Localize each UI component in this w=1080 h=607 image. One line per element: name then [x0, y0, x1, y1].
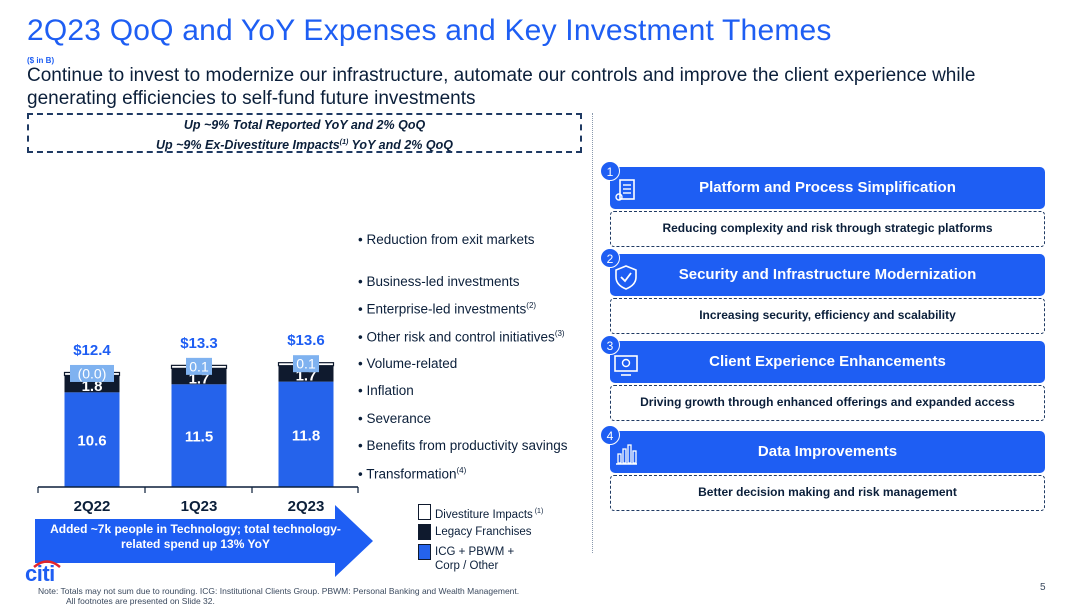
- page-subtitle: Continue to invest to modernize our infr…: [27, 65, 976, 109]
- expense-driver-item: • Other risk and control initiatives(3): [358, 329, 565, 345]
- bar-segment-legacy: [278, 365, 334, 382]
- callout-line-2: Up ~9% Ex-Divestiture Impacts(1) YoY and…: [29, 134, 580, 154]
- bar-total-label: $13.6: [287, 332, 325, 349]
- callout-line-2-text: Up ~9% Ex-Divestiture Impacts: [156, 138, 340, 153]
- driver-footnote: (4): [456, 466, 467, 475]
- bar-value-label: 1.8: [82, 378, 103, 395]
- theme-description: Reducing complexity and risk through str…: [610, 211, 1045, 247]
- bar-segment-legacy: [171, 368, 227, 385]
- bar-segment-icg-pbwm: [64, 392, 120, 487]
- divestiture-value-label: 0.1: [296, 356, 316, 372]
- driver-text: • Reduction from exit markets: [358, 232, 535, 247]
- theme-description: Increasing security, efficiency and scal…: [610, 298, 1045, 334]
- legend-label: Divestiture Impacts (1): [435, 508, 544, 521]
- theme-number-badge: 1: [600, 161, 620, 181]
- theme-title: Platform and Process Simplification: [699, 179, 956, 196]
- divestiture-tag: [70, 364, 114, 382]
- driver-text: • Business-led investments: [358, 274, 520, 289]
- callout-line-1: Up ~9% Total Reported YoY and 2% QoQ: [183, 118, 426, 132]
- expense-driver-item: • Severance: [358, 411, 431, 426]
- bar-total-label: $12.4: [73, 342, 111, 359]
- driver-text: • Volume-related: [358, 356, 458, 371]
- x-axis-tick-label: 2Q23: [288, 498, 325, 515]
- theme-title: Client Experience Enhancements: [709, 353, 946, 370]
- citi-logo: citi: [25, 561, 55, 586]
- callout-line-2-tail: YoY and 2% QoQ: [348, 138, 453, 153]
- bar-chart-icon: [616, 444, 637, 465]
- driver-text: • Enterprise-led investments: [358, 301, 527, 317]
- arrow-shape: [35, 505, 373, 577]
- page-title: 2Q23 QoQ and YoY Expenses and Key Invest…: [27, 14, 832, 47]
- divestiture-value-label: (0.0): [78, 365, 107, 381]
- driver-text: • Severance: [358, 411, 432, 426]
- bar-value-label: 11.8: [292, 427, 320, 444]
- theme-number-badge: 3: [600, 335, 620, 355]
- bar-total-label: $13.3: [180, 335, 218, 352]
- expense-stacked-bar-chart: 10.61.8(0.0)$12.42Q2211.51.70.1$13.31Q23…: [37, 332, 359, 515]
- legend-swatch: [418, 544, 431, 560]
- driver-footnote: (3): [554, 329, 565, 338]
- divestiture-value-label: 0.1: [189, 358, 209, 374]
- theme-title-bar: Data Improvements: [610, 431, 1045, 473]
- footnote-line-1: Note: Totals may not sum due to rounding…: [38, 586, 520, 596]
- client-screen-icon: [614, 355, 638, 376]
- driver-text: • Transformation: [358, 466, 457, 482]
- expense-driver-item: • Enterprise-led investments(2): [358, 301, 536, 317]
- theme-title: Security and Infrastructure Modernizatio…: [678, 266, 977, 283]
- theme-title-bar: Client Experience Enhancements: [610, 341, 1045, 383]
- legend-label: Legacy Franchises: [435, 526, 532, 538]
- technology-arrow-text: Added ~7k people in Technology; total te…: [50, 522, 341, 551]
- divestiture-tag: [186, 357, 212, 375]
- footnote: Note: Totals may not sum due to rounding…: [38, 586, 519, 606]
- theme-number-badge: 2: [600, 248, 620, 268]
- driver-footnote: (2): [526, 301, 537, 310]
- theme-title: Data Improvements: [757, 443, 898, 460]
- x-axis-tick-label: 2Q22: [74, 498, 111, 515]
- bar-segment-icg-pbwm: [278, 381, 334, 487]
- theme-number-badge: 4: [600, 425, 620, 445]
- bar-value-label: 10.6: [77, 433, 106, 450]
- shield-check-icon: [615, 265, 637, 290]
- divestiture-tag: [293, 355, 319, 373]
- expense-driver-item: • Business-led investments: [358, 274, 520, 289]
- units-label: ($ in B): [27, 56, 55, 65]
- legend-swatch: [418, 524, 431, 540]
- expense-driver-item: • Transformation(4): [358, 466, 466, 482]
- citi-logo-arc: [33, 560, 61, 568]
- theme-description: Better decision making and risk manageme…: [610, 475, 1045, 511]
- legend-label: ICG + PBWM + Corp / Other: [435, 546, 515, 572]
- x-axis-tick-label: 1Q23: [181, 498, 218, 515]
- theme-title-bar: Platform and Process Simplification: [610, 167, 1045, 209]
- expense-driver-item: • Volume-related: [358, 356, 457, 371]
- section-divider: [592, 113, 593, 553]
- footnote-line-2: All footnotes are presented on Slide 32.: [66, 596, 215, 606]
- legend-swatch: [418, 504, 431, 520]
- bar-value-label: 11.5: [185, 429, 213, 446]
- driver-text: • Inflation: [358, 383, 414, 398]
- theme-description: Driving growth through enhanced offering…: [610, 385, 1045, 421]
- technology-arrow: [35, 505, 373, 577]
- bar-segment-icg-pbwm: [171, 384, 227, 487]
- driver-text: • Other risk and control initiatives: [358, 329, 555, 345]
- callout-footnote: (1): [339, 139, 349, 146]
- expense-driver-item: • Reduction from exit markets: [358, 232, 535, 247]
- driver-text: • Benefits from productivity savings: [358, 438, 568, 453]
- page-number: 5: [1040, 582, 1046, 593]
- platform-icon: [615, 179, 635, 201]
- theme-title-bar: Security and Infrastructure Modernizatio…: [610, 254, 1045, 296]
- summary-callout: Up ~9% Total Reported YoY and 2% QoQ Up …: [27, 113, 582, 153]
- expense-driver-item: • Inflation: [358, 383, 414, 398]
- expense-driver-item: • Benefits from productivity savings: [358, 438, 568, 453]
